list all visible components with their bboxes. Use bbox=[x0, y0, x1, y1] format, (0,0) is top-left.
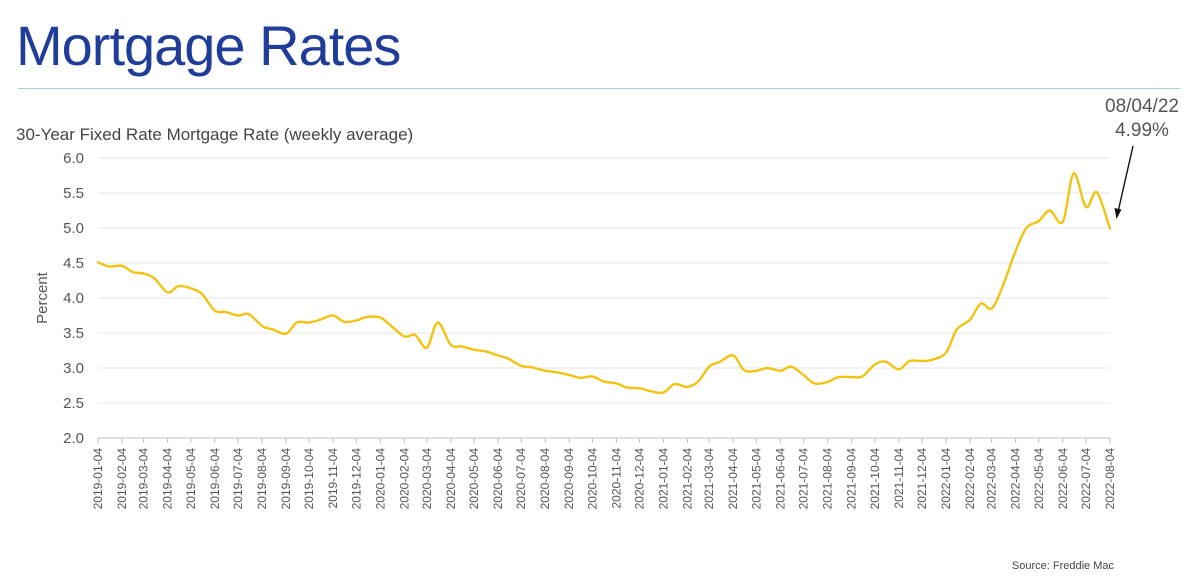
page-title: Mortgage Rates bbox=[16, 14, 401, 77]
x-tick-label: 2019-08-04 bbox=[255, 448, 269, 510]
x-tick-label: 2022-03-04 bbox=[985, 448, 999, 510]
x-tick-label: 2020-03-04 bbox=[420, 448, 434, 510]
x-tick-label: 2020-01-04 bbox=[373, 448, 387, 510]
x-tick-label: 2021-10-04 bbox=[868, 448, 882, 510]
y-tick-label: 2.0 bbox=[63, 430, 84, 447]
x-tick-labels: 2019-01-04 2019-02-04 2019-03-04 2019-04-04… bbox=[91, 438, 1117, 509]
x-tick-label: 2020-10-04 bbox=[585, 448, 599, 510]
x-tick-label: 2021-02-04 bbox=[681, 448, 695, 510]
x-tick-label: 2019-03-04 bbox=[137, 448, 151, 510]
x-tick-label: 2021-09-04 bbox=[845, 448, 859, 510]
x-tick-label: 2019-04-04 bbox=[161, 448, 175, 510]
x-tick-label: 2020-12-04 bbox=[633, 448, 647, 510]
x-tick-label: 2020-11-04 bbox=[609, 448, 623, 509]
x-tick-label: 2021-06-04 bbox=[773, 448, 787, 510]
x-tick-label: 2019-12-04 bbox=[349, 448, 363, 510]
y-tick-label: 4.5 bbox=[63, 255, 84, 272]
x-tick-label: 2022-06-04 bbox=[1056, 448, 1070, 510]
rate-series-line bbox=[96, 172, 1112, 395]
x-tick-label: 2021-04-04 bbox=[726, 448, 740, 510]
x-tick-label: 2022-04-04 bbox=[1009, 448, 1023, 510]
y-tick-label: 3.5 bbox=[63, 325, 84, 342]
y-axis-label: Percent bbox=[34, 271, 51, 324]
x-tick-label: 2022-05-04 bbox=[1032, 448, 1046, 510]
x-tick-label: 2021-11-04 bbox=[892, 448, 906, 509]
x-tick-label: 2021-07-04 bbox=[797, 448, 811, 510]
x-tick-label: 2019-06-04 bbox=[208, 448, 222, 510]
x-tick-label: 2022-01-04 bbox=[939, 448, 953, 510]
x-tick-label: 2021-12-04 bbox=[915, 448, 929, 510]
x-tick-label: 2019-01-04 bbox=[91, 448, 105, 510]
x-tick-label: 2022-02-04 bbox=[963, 448, 977, 510]
x-tick-label: 2019-09-04 bbox=[279, 448, 293, 510]
y-tick-label: 4.0 bbox=[63, 290, 84, 307]
x-tick-label: 2019-07-04 bbox=[231, 448, 245, 510]
y-tick-label: 2.5 bbox=[63, 395, 84, 412]
x-tick-label: 2020-09-04 bbox=[562, 448, 576, 510]
x-tick-label: 2019-05-04 bbox=[184, 448, 198, 510]
x-tick-label: 2021-05-04 bbox=[749, 448, 763, 510]
title-rule bbox=[18, 88, 1180, 89]
x-tick-label: 2020-04-04 bbox=[444, 448, 458, 510]
gridlines bbox=[98, 157, 1110, 439]
x-tick-label: 2019-10-04 bbox=[302, 448, 316, 510]
y-tick-label: 5.5 bbox=[63, 185, 84, 202]
x-tick-label: 2020-06-04 bbox=[491, 448, 505, 510]
chart-title: 30-Year Fixed Rate Mortgage Rate (weekly… bbox=[16, 125, 413, 144]
x-tick-label: 2020-07-04 bbox=[514, 448, 528, 510]
y-tick-labels: 2.0 2.5 3.0 3.5 4.0 4.5 5.0 5.5 6.0 bbox=[63, 150, 84, 447]
x-tick-label: 2020-02-04 bbox=[397, 448, 411, 510]
y-tick-label: 6.0 bbox=[63, 150, 84, 167]
x-tick-label: 2021-01-04 bbox=[657, 448, 671, 510]
x-tick-label: 2020-08-04 bbox=[538, 448, 552, 510]
x-tick-label: 2022-08-04 bbox=[1103, 448, 1117, 510]
x-tick-label: 2022-07-04 bbox=[1079, 448, 1093, 510]
x-tick-label: 2021-03-04 bbox=[702, 448, 716, 510]
source-note: Source: Freddie Mac bbox=[1011, 560, 1114, 572]
y-tick-label: 5.0 bbox=[63, 220, 84, 237]
x-tick-label: 2021-08-04 bbox=[821, 448, 835, 510]
y-tick-label: 3.0 bbox=[63, 360, 84, 377]
x-tick-label: 2019-02-04 bbox=[115, 448, 129, 510]
x-tick-label: 2020-05-04 bbox=[467, 448, 481, 510]
x-tick-label: 2019-11-04 bbox=[326, 448, 340, 509]
annotation-arrowhead bbox=[1114, 208, 1122, 219]
annotation-date: 08/04/22 bbox=[1105, 96, 1179, 117]
annotation-arrow bbox=[1117, 145, 1134, 213]
annotation-value: 4.99% bbox=[1115, 120, 1169, 141]
